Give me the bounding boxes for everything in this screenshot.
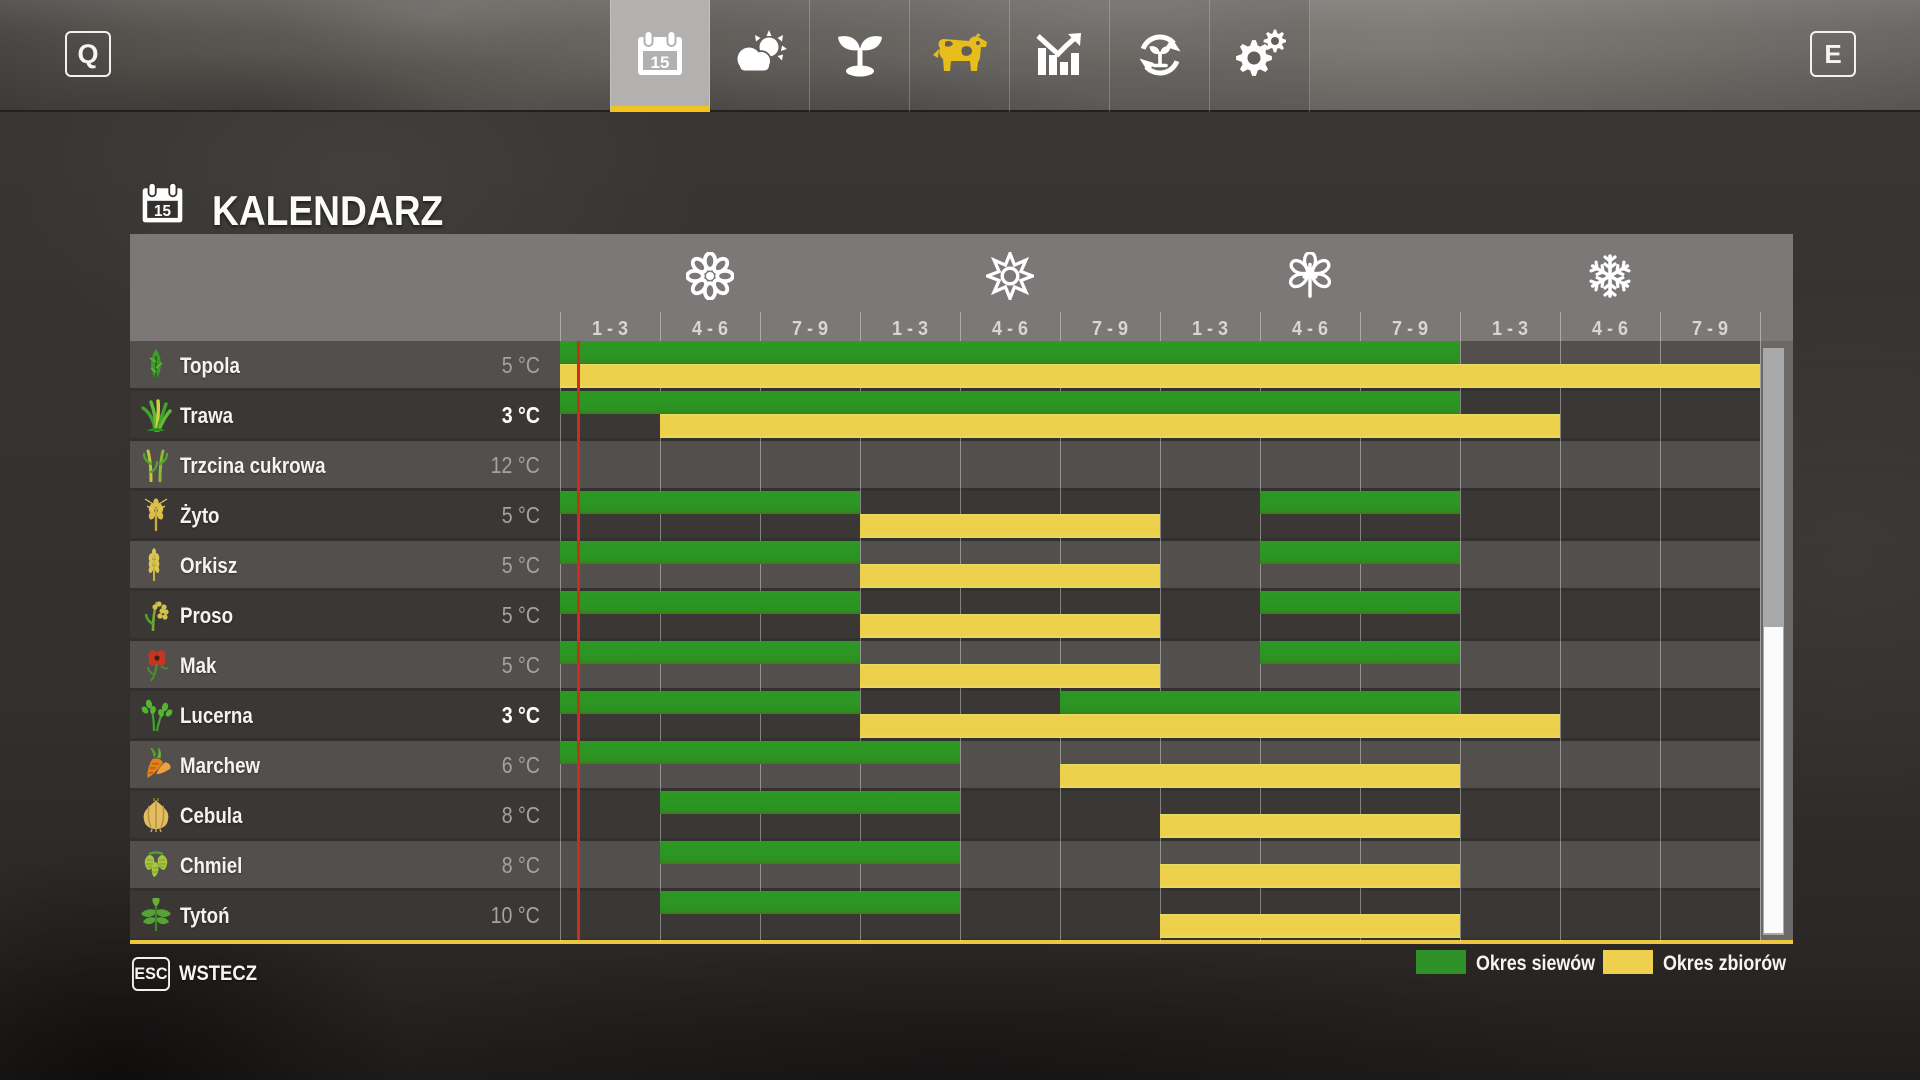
svg-text:15: 15	[651, 53, 670, 72]
svg-text:15: 15	[154, 203, 171, 220]
